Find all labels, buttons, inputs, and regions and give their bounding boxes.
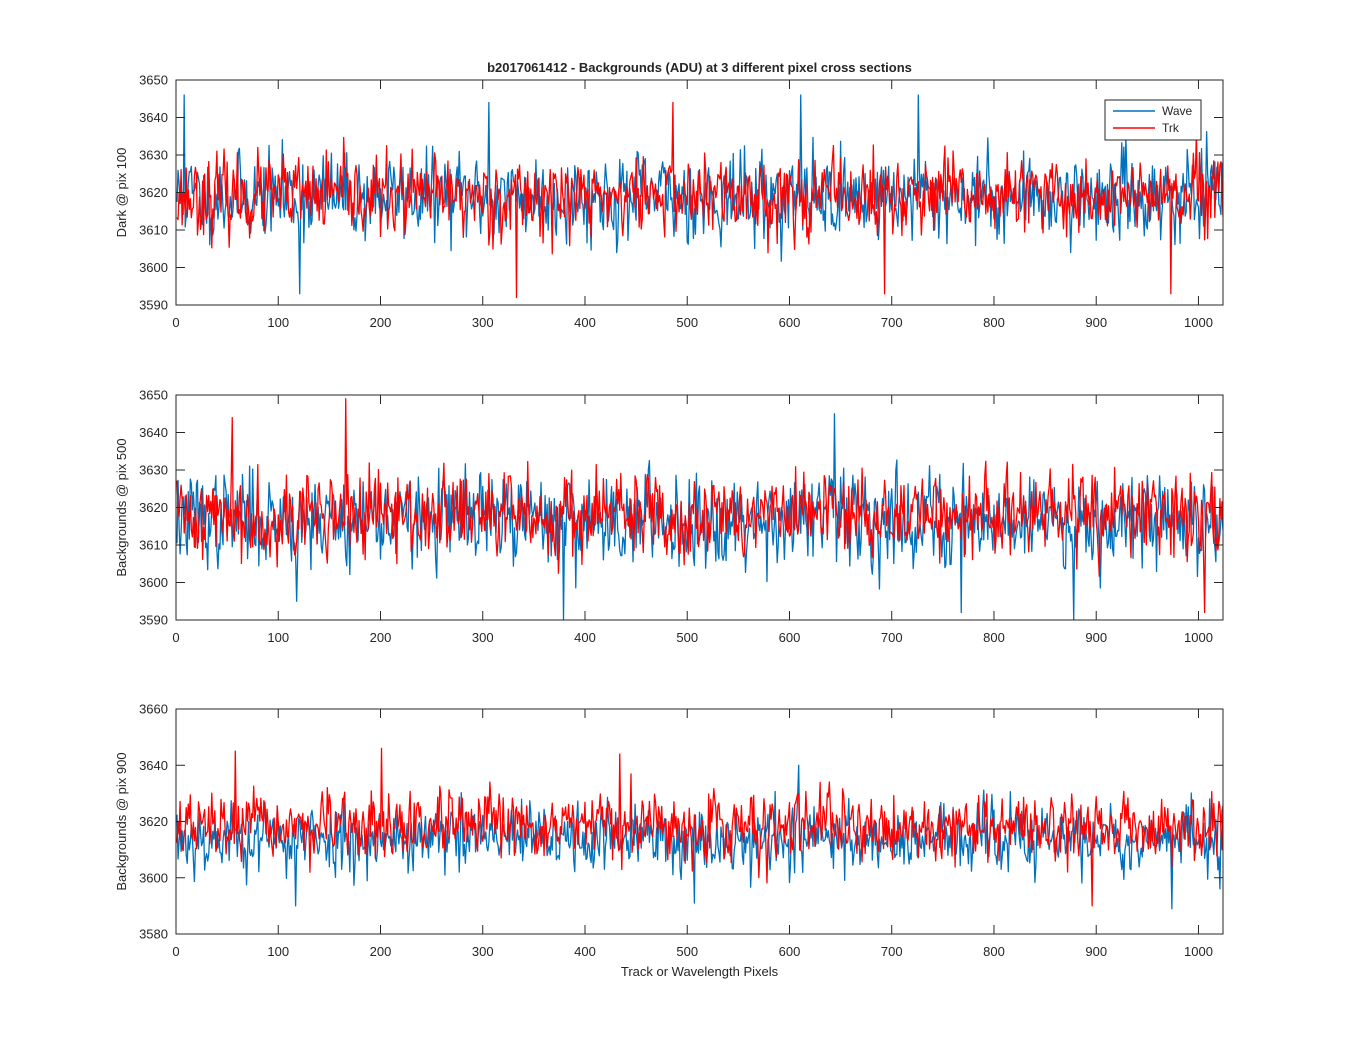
chart-title: b2017061412 - Backgrounds (ADU) at 3 dif… — [487, 60, 912, 75]
y-tick-label: 3620 — [139, 814, 168, 829]
y-tick-label: 3600 — [139, 870, 168, 885]
x-tick-label: 700 — [881, 630, 903, 645]
x-tick-label: 100 — [267, 315, 289, 330]
y-axis-label: Backgrounds @ pix 900 — [114, 752, 129, 890]
legend-label-trk: Trk — [1162, 121, 1180, 135]
x-tick-label: 700 — [881, 315, 903, 330]
series-line-wave — [176, 413, 1223, 620]
x-tick-label: 500 — [676, 630, 698, 645]
x-tick-label: 600 — [779, 315, 801, 330]
x-tick-label: 600 — [779, 944, 801, 959]
y-axis-label: Dark @ pix 100 — [114, 148, 129, 238]
x-tick-label: 100 — [267, 944, 289, 959]
y-tick-label: 3610 — [139, 538, 168, 553]
x-tick-label: 200 — [370, 944, 392, 959]
x-tick-label: 900 — [1085, 944, 1107, 959]
y-tick-label: 3590 — [139, 613, 168, 628]
x-axis-label: Track or Wavelength Pixels — [621, 964, 779, 979]
y-tick-label: 3590 — [139, 298, 168, 313]
x-tick-label: 700 — [881, 944, 903, 959]
y-tick-label: 3610 — [139, 223, 168, 238]
x-tick-label: 100 — [267, 630, 289, 645]
y-tick-label: 3640 — [139, 758, 168, 773]
x-tick-label: 900 — [1085, 315, 1107, 330]
series-line-trk — [176, 747, 1223, 907]
y-tick-label: 3600 — [139, 260, 168, 275]
x-tick-label: 800 — [983, 630, 1005, 645]
x-tick-label: 800 — [983, 315, 1005, 330]
x-tick-label: 1000 — [1184, 630, 1213, 645]
x-tick-label: 600 — [779, 630, 801, 645]
legend-label-wave: Wave — [1162, 104, 1193, 118]
x-tick-label: 400 — [574, 944, 596, 959]
x-tick-label: 300 — [472, 944, 494, 959]
x-tick-label: 300 — [472, 630, 494, 645]
y-axis-label: Backgrounds @ pix 500 — [114, 438, 129, 576]
y-tick-label: 3600 — [139, 575, 168, 590]
x-tick-label: 0 — [172, 315, 179, 330]
y-tick-label: 3620 — [139, 500, 168, 515]
legend: Wave Trk — [1104, 99, 1202, 141]
y-tick-label: 3640 — [139, 110, 168, 125]
series-line-trk — [176, 398, 1223, 614]
y-tick-label: 3640 — [139, 425, 168, 440]
y-tick-label: 3630 — [139, 463, 168, 478]
x-tick-label: 1000 — [1184, 944, 1213, 959]
x-tick-label: 400 — [574, 630, 596, 645]
y-tick-label: 3660 — [139, 702, 168, 717]
x-tick-label: 500 — [676, 944, 698, 959]
y-tick-label: 3650 — [139, 388, 168, 403]
x-tick-label: 0 — [172, 944, 179, 959]
x-tick-label: 500 — [676, 315, 698, 330]
y-tick-label: 3630 — [139, 148, 168, 163]
y-tick-label: 3620 — [139, 185, 168, 200]
x-tick-label: 400 — [574, 315, 596, 330]
series-line-trk — [176, 101, 1223, 299]
x-tick-label: 300 — [472, 315, 494, 330]
x-tick-label: 200 — [370, 630, 392, 645]
x-tick-label: 0 — [172, 630, 179, 645]
x-tick-label: 800 — [983, 944, 1005, 959]
x-tick-label: 1000 — [1184, 315, 1213, 330]
subplot-1: 0 100 200 300 400 500 600 700 800 900 1000 3590 3600… — [114, 60, 1224, 330]
x-tick-label: 200 — [370, 315, 392, 330]
y-tick-label: 3650 — [139, 73, 168, 88]
legend-box — [1104, 99, 1202, 141]
y-tick-label: 3580 — [139, 927, 168, 942]
subplot-3: 0 100 200 300 400 500 600 700 800 900 1000 3580 3600… — [114, 702, 1224, 979]
x-tick-label: 900 — [1085, 630, 1107, 645]
subplot-2: 0 100 200 300 400 500 600 700 800 900 1000 3590 3600… — [114, 388, 1224, 645]
